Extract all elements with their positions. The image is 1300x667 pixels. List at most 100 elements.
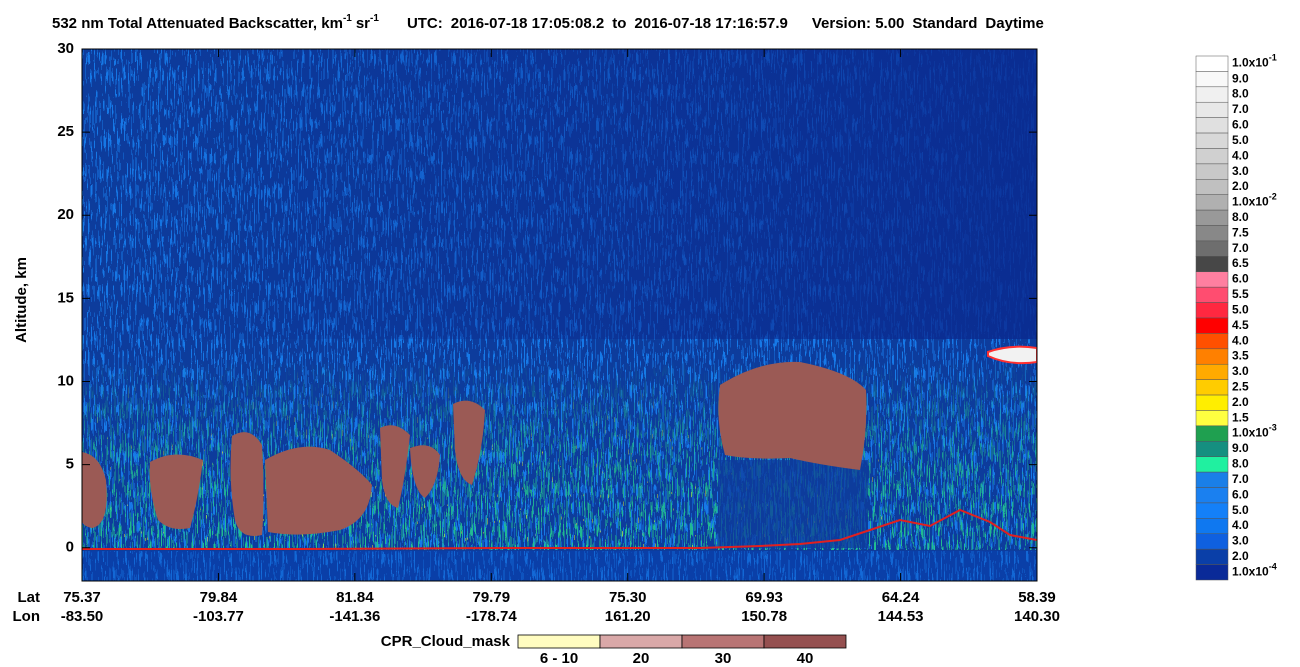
colorbar-label: 2.0 — [1232, 179, 1249, 193]
colorbar-label: 3.0 — [1232, 164, 1249, 178]
colorbar-swatch — [1195, 425, 1229, 442]
colorbar-label: 7.0 — [1232, 102, 1249, 116]
lon-tick-label: 140.30 — [1014, 608, 1060, 625]
colorbar-label-exp: -4 — [1269, 562, 1277, 572]
colorbar-label: 4.0 — [1232, 518, 1249, 532]
lon-tick-label: 150.78 — [741, 608, 787, 625]
colorbar-swatch — [1195, 518, 1229, 535]
colorbar-swatch — [1195, 410, 1229, 427]
lon-tick-label: -103.77 — [193, 608, 244, 625]
colorbar-label: 3.0 — [1232, 534, 1249, 548]
colorbar-label: 1.0x10-2 — [1232, 192, 1277, 209]
cloud-mask-label: 40 — [797, 650, 814, 667]
colorbar-swatch — [1195, 333, 1229, 350]
colorbar-swatch — [1195, 209, 1229, 226]
lon-tick-label: -141.36 — [329, 608, 380, 625]
colorbar-label-base: 1.0x10 — [1232, 426, 1269, 440]
colorbar-label: 4.0 — [1232, 148, 1249, 162]
y-tick-label: 5 — [66, 456, 74, 473]
lat-tick-label: 81.84 — [336, 589, 374, 606]
colorbar-swatch — [1195, 363, 1229, 380]
colorbar-label: 5.0 — [1232, 503, 1249, 517]
cloud-mask-swatch — [763, 634, 847, 649]
title-sup: -1 — [370, 13, 379, 24]
colorbar-swatch — [1195, 471, 1229, 488]
cloud-mask-legend: CPR_Cloud_mask 6 - 10 20 30 40 — [381, 633, 847, 667]
cloud-mask-label: 20 — [633, 650, 650, 667]
colorbar-swatch — [1195, 71, 1229, 88]
y-tick-label: 0 — [66, 539, 74, 556]
title-main: 532 nm Total Attenuated Backscatter, km — [52, 15, 343, 32]
colorbar-swatch — [1195, 564, 1229, 581]
y-tick-label: 15 — [57, 289, 74, 306]
colorbar-label: 9.0 — [1232, 71, 1249, 85]
colorbar-label-base: 1.0x10 — [1232, 195, 1269, 209]
cloud-mask-swatch — [599, 634, 683, 649]
title-utc: UTC: — [407, 15, 443, 32]
colorbar-label: 7.0 — [1232, 472, 1249, 486]
colorbar-swatch — [1195, 240, 1229, 257]
lat-tick-label: 75.30 — [609, 589, 647, 606]
colorbar-label: 4.0 — [1232, 333, 1249, 347]
colorbar-label: 5.0 — [1232, 133, 1249, 147]
colorbar-swatch — [1195, 317, 1229, 334]
colorbar-swatch — [1195, 302, 1229, 319]
colorbar-label: 8.0 — [1232, 210, 1249, 224]
colorbar-label: 8.0 — [1232, 87, 1249, 101]
colorbar-label: 8.0 — [1232, 457, 1249, 471]
colorbar-swatch — [1195, 379, 1229, 396]
colorbar-swatch — [1195, 55, 1229, 72]
colorbar-swatch — [1195, 548, 1229, 565]
lat-tick-label: 69.93 — [745, 589, 783, 606]
lat-tick-label: 64.24 — [882, 589, 920, 606]
colorbar-label: 1.0x10-4 — [1232, 562, 1277, 579]
colorbar-label: 1.5 — [1232, 410, 1249, 424]
image-speckle — [82, 551, 1037, 581]
colorbar-swatch — [1195, 179, 1229, 195]
y-tick-label: 10 — [57, 372, 74, 389]
colorbar-label: 2.0 — [1232, 395, 1249, 409]
cloud — [149, 454, 203, 529]
lat-tick-label: 75.37 — [63, 589, 101, 606]
title-sup: -1 — [343, 13, 352, 24]
colorbar-label: 1.0x10-1 — [1232, 53, 1277, 70]
colorbar-swatch — [1195, 286, 1229, 303]
colorbar-label: 3.5 — [1232, 349, 1249, 363]
colorbar-label: 5.5 — [1232, 287, 1249, 301]
cloud — [265, 446, 372, 535]
colorbar-swatch — [1195, 117, 1229, 134]
cloud — [453, 400, 485, 485]
colorbar-label: 5.0 — [1232, 302, 1249, 316]
colorbar-label: 2.0 — [1232, 549, 1249, 563]
colorbar-swatch — [1195, 194, 1229, 211]
colorbar-swatch — [1195, 487, 1229, 504]
y-tick-label: 20 — [57, 206, 74, 223]
y-tick-label: 30 — [57, 40, 74, 57]
colorbar-label: 7.0 — [1232, 241, 1249, 255]
title-daytime: Daytime — [985, 15, 1043, 32]
colorbar-label-exp: -1 — [1269, 53, 1277, 63]
title-version: Version: 5.00 — [812, 15, 905, 32]
colorbar-label-exp: -3 — [1269, 423, 1277, 433]
colorbar-swatch — [1195, 101, 1229, 118]
colorbar-swatch — [1195, 86, 1229, 103]
colorbar-label: 1.0x10-3 — [1232, 423, 1277, 440]
cloud — [230, 432, 264, 536]
colorbar-label: 6.0 — [1232, 487, 1249, 501]
colorbar-swatch — [1195, 271, 1229, 288]
colorbar-swatch — [1195, 163, 1229, 180]
cloud-mask-swatch — [517, 634, 601, 649]
lat-label: Lat — [18, 589, 41, 606]
colorbar-swatch — [1195, 502, 1229, 519]
colorbar-swatch — [1195, 394, 1229, 411]
lon-label: Lon — [13, 608, 41, 625]
y-axis-title: Altitude, km — [13, 257, 30, 343]
title-product: Standard — [912, 15, 977, 32]
colorbar-swatch — [1195, 132, 1229, 149]
colorbar-label-base: 1.0x10 — [1232, 56, 1269, 70]
lat-tick-label: 79.84 — [200, 589, 238, 606]
cloud-mask-label: 30 — [715, 650, 732, 667]
cirrus-cloud — [987, 345, 1037, 365]
colorbar-swatch — [1195, 256, 1229, 273]
